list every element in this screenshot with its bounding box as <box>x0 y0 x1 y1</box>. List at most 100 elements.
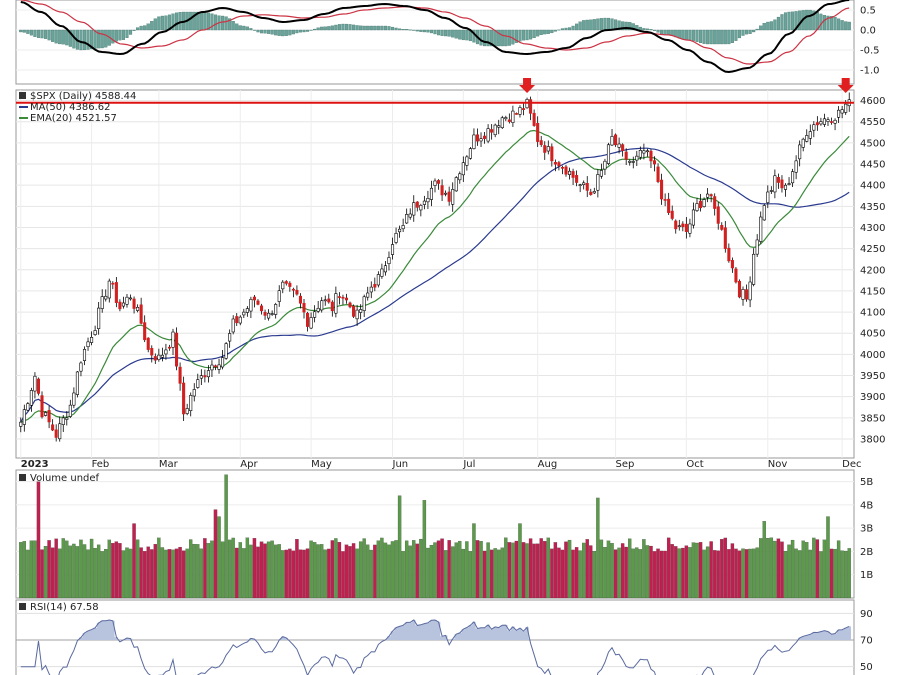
volume-bar <box>160 547 165 599</box>
candle <box>688 218 692 238</box>
volume-menu-icon[interactable] <box>19 474 26 481</box>
volume-bar <box>404 540 409 599</box>
candle <box>263 309 267 320</box>
candle <box>638 146 642 160</box>
macd-histogram-bar <box>624 21 628 31</box>
candle <box>316 300 320 314</box>
macd-histogram-bar <box>720 29 724 45</box>
volume-bar <box>192 543 196 599</box>
price-tick-label: 3950 <box>860 371 885 382</box>
candle <box>366 286 370 301</box>
macd-histogram-bar <box>589 19 593 31</box>
volume-bar <box>302 549 306 599</box>
volume-bar <box>797 550 802 599</box>
macd-histogram-bar <box>812 10 816 31</box>
volume-bar <box>493 548 497 599</box>
candle <box>408 208 412 220</box>
volume-bar <box>578 550 582 599</box>
candle <box>585 176 589 198</box>
candle <box>369 281 373 299</box>
volume-bar <box>759 538 763 599</box>
volume-bar <box>468 551 473 599</box>
candle <box>281 280 285 294</box>
volume-bar <box>766 537 770 599</box>
candle <box>128 294 133 301</box>
macd-histogram-bar <box>93 29 97 49</box>
macd-histogram-bar <box>210 13 214 31</box>
candle <box>479 132 483 148</box>
price-tick-label: 4500 <box>860 138 885 149</box>
candle <box>405 208 409 224</box>
volume-bar <box>203 538 207 599</box>
candle <box>677 219 681 231</box>
candle <box>143 315 147 343</box>
candle <box>429 180 433 207</box>
candle <box>355 304 359 326</box>
volume-bar <box>698 542 703 599</box>
volume-bar <box>475 540 480 599</box>
candle <box>267 309 271 321</box>
candle <box>652 156 657 172</box>
volume-bar <box>305 548 310 599</box>
macd-histogram-bar <box>256 29 260 33</box>
volume-bar <box>43 546 48 599</box>
candle <box>589 188 593 196</box>
volume-bar <box>259 541 264 599</box>
volume-bar <box>213 509 218 599</box>
macd-histogram-bar <box>114 29 118 42</box>
macd-histogram-bar <box>277 29 281 36</box>
macd-tick-label: -0.5 <box>860 46 880 57</box>
volume-y-axis: 5B 4B 3B 2B 1B <box>860 477 873 581</box>
macd-histogram-bar <box>840 20 844 31</box>
macd-histogram-bar <box>128 29 133 35</box>
macd-signal-line <box>20 0 850 65</box>
candle <box>235 313 239 326</box>
macd-histogram-bar <box>755 28 759 31</box>
chart-menu-icon[interactable] <box>19 92 26 99</box>
volume-bar <box>128 548 133 599</box>
candle <box>100 289 104 313</box>
candle <box>75 370 79 398</box>
candle <box>44 411 48 417</box>
volume-bar <box>337 542 342 599</box>
candle <box>582 180 586 190</box>
rsi-menu-icon[interactable] <box>19 603 26 610</box>
macd-histogram-bar <box>829 16 834 31</box>
volume-bar <box>454 542 458 599</box>
candle <box>288 281 292 292</box>
candle <box>426 190 430 209</box>
volume-bar <box>688 547 692 599</box>
volume-bar <box>178 546 182 599</box>
candle <box>571 168 575 186</box>
candle <box>458 171 462 184</box>
volume-bar <box>528 538 533 599</box>
candle <box>465 155 469 171</box>
macd-histogram-bar <box>461 29 465 41</box>
volume-bar <box>783 550 788 599</box>
macd-tick-label: 0.0 <box>860 26 876 37</box>
macd-histogram-bar <box>284 29 288 36</box>
macd-histogram-bar <box>553 29 557 32</box>
candle <box>553 159 557 172</box>
macd-histogram-bar <box>359 25 363 31</box>
candle <box>507 113 511 124</box>
macd-histogram-bar <box>550 29 554 34</box>
candle <box>776 173 780 189</box>
volume-bar <box>121 550 126 599</box>
candle <box>614 133 618 147</box>
volume-bar <box>486 542 490 599</box>
volume-bar <box>394 540 398 599</box>
candle <box>178 362 182 391</box>
volume-bar <box>181 550 186 599</box>
candle <box>22 404 26 432</box>
macd-histogram-bar <box>436 29 441 36</box>
macd-histogram-bar <box>656 29 660 33</box>
volume-bar <box>794 548 798 599</box>
macd-histogram-bar <box>536 29 540 37</box>
macd-histogram-bar <box>189 11 193 31</box>
price-tick-label: 3800 <box>860 434 885 445</box>
macd-histogram-bar <box>22 29 26 33</box>
macd-histogram-bar <box>444 29 448 37</box>
volume-bar <box>139 547 143 599</box>
candle <box>344 293 349 304</box>
